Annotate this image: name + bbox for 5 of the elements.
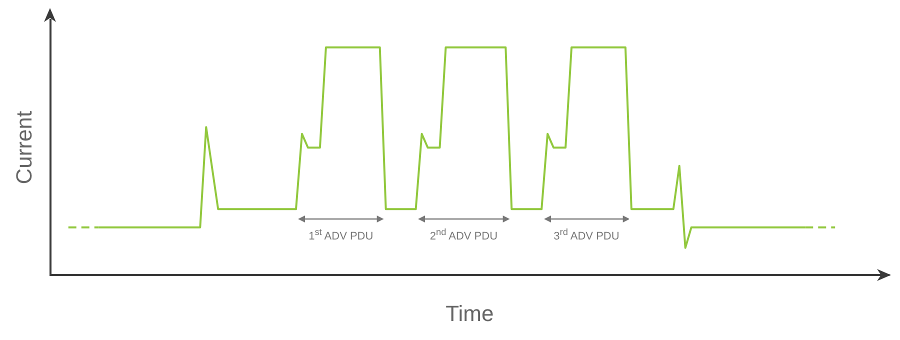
annotation: 3$^{rd}$ ADV PDU bbox=[552, 227, 620, 243]
annotation: 1$^{st}$ ADV PDU bbox=[308, 227, 374, 243]
y-axis-title: Current bbox=[11, 110, 36, 184]
x-axis-title: Time bbox=[446, 300, 494, 326]
annotation: 2$^{nd}$ ADV PDU bbox=[428, 227, 499, 243]
